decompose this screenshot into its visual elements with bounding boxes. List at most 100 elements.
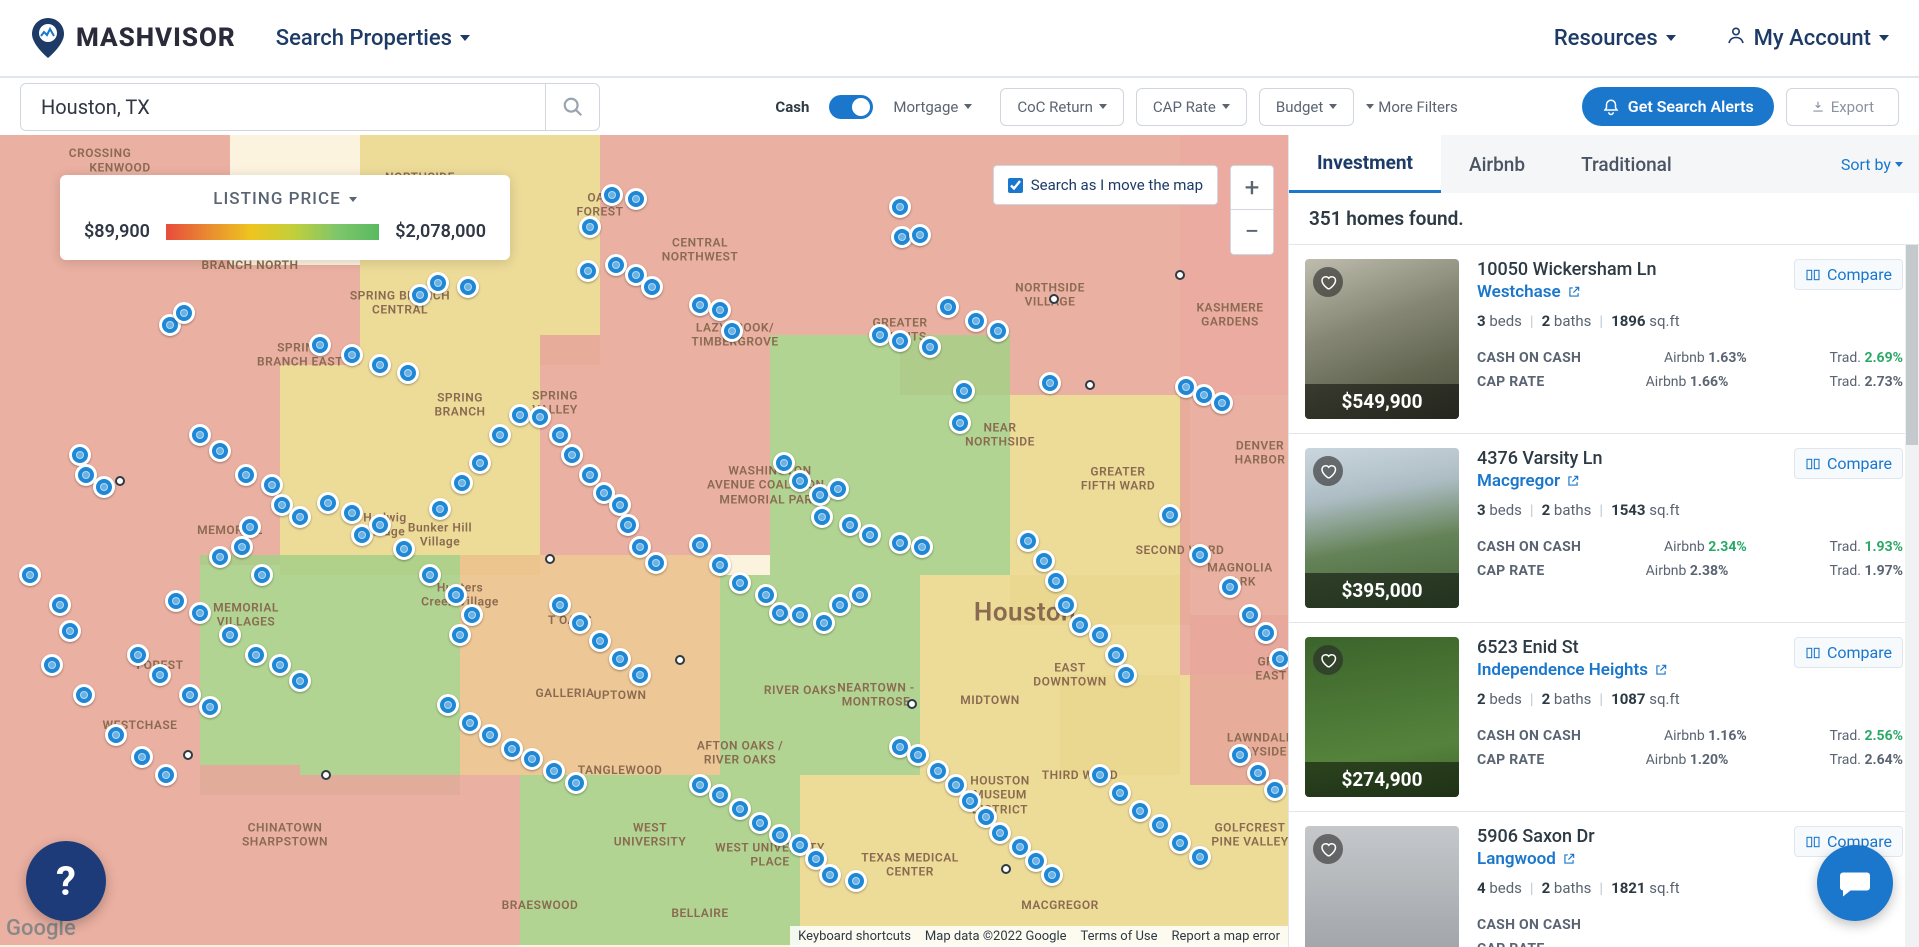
property-pin[interactable] bbox=[579, 216, 601, 238]
property-pin[interactable] bbox=[641, 276, 663, 298]
property-pin[interactable] bbox=[1169, 832, 1191, 854]
property-pin[interactable] bbox=[889, 196, 911, 218]
property-pin[interactable] bbox=[549, 594, 571, 616]
property-pin[interactable] bbox=[845, 870, 867, 892]
property-pin[interactable] bbox=[689, 774, 711, 796]
property-pin[interactable] bbox=[689, 294, 711, 316]
favorite-button[interactable] bbox=[1313, 456, 1343, 486]
sort-dropdown[interactable]: Sort by bbox=[1841, 155, 1903, 174]
property-pin[interactable] bbox=[289, 506, 311, 528]
property-pin[interactable] bbox=[1189, 846, 1211, 868]
brand-logo[interactable]: MASHVISOR bbox=[30, 18, 236, 58]
property-pin[interactable] bbox=[105, 724, 127, 746]
property-pin[interactable] bbox=[811, 506, 833, 528]
property-pin[interactable] bbox=[609, 494, 631, 516]
property-pin[interactable] bbox=[469, 452, 491, 474]
property-pin[interactable] bbox=[1041, 864, 1063, 886]
property-pin[interactable] bbox=[813, 612, 835, 634]
property-pin[interactable] bbox=[1189, 544, 1211, 566]
property-pin[interactable] bbox=[1089, 764, 1111, 786]
property-pin[interactable] bbox=[909, 224, 931, 246]
property-pin[interactable] bbox=[965, 310, 987, 332]
property-pin[interactable] bbox=[245, 644, 267, 666]
property-pin[interactable] bbox=[729, 798, 751, 820]
scrollbar[interactable] bbox=[1905, 245, 1919, 947]
get-alerts-button[interactable]: Get Search Alerts bbox=[1582, 87, 1774, 126]
coc-filter[interactable]: CoC Return bbox=[1000, 88, 1124, 126]
property-pin[interactable] bbox=[869, 324, 891, 346]
nav-search-properties[interactable]: Search Properties bbox=[276, 26, 470, 51]
property-pin[interactable] bbox=[1211, 392, 1233, 414]
property-pin[interactable] bbox=[601, 184, 623, 206]
tab-airbnb[interactable]: Airbnb bbox=[1441, 135, 1553, 193]
property-pin[interactable] bbox=[729, 572, 751, 594]
property-pin[interactable] bbox=[1219, 576, 1241, 598]
property-pin[interactable] bbox=[369, 354, 391, 376]
property-pin[interactable] bbox=[509, 404, 531, 426]
property-pin[interactable] bbox=[543, 760, 565, 782]
terms-link[interactable]: Terms of Use bbox=[1081, 929, 1158, 944]
property-pin[interactable] bbox=[155, 764, 177, 786]
property-pin[interactable] bbox=[827, 478, 849, 500]
property-pin[interactable] bbox=[1247, 762, 1269, 784]
property-pin[interactable] bbox=[561, 444, 583, 466]
property-pin[interactable] bbox=[1115, 664, 1137, 686]
property-pin[interactable] bbox=[59, 620, 81, 642]
property-pin[interactable] bbox=[69, 444, 91, 466]
keyboard-shortcuts-link[interactable]: Keyboard shortcuts bbox=[798, 929, 911, 944]
property-pin[interactable] bbox=[457, 276, 479, 298]
help-button[interactable]: ? bbox=[26, 841, 106, 921]
map-canvas[interactable]: CROSSINGKENWOODPLACEBRANCH NORTHBRANCH N… bbox=[0, 135, 1288, 947]
property-pin[interactable] bbox=[437, 694, 459, 716]
export-button[interactable]: Export bbox=[1786, 88, 1899, 126]
property-pin[interactable] bbox=[19, 564, 41, 586]
property-pin[interactable] bbox=[989, 822, 1011, 844]
property-pin[interactable] bbox=[1229, 744, 1251, 766]
property-pin[interactable] bbox=[429, 498, 451, 520]
property-pin[interactable] bbox=[419, 564, 441, 586]
cap-filter[interactable]: CAP Rate bbox=[1136, 88, 1247, 126]
property-pin[interactable] bbox=[179, 684, 201, 706]
listing-thumbnail[interactable] bbox=[1305, 826, 1459, 947]
listing-card[interactable]: $395,000 Compare 4376 Varsity Ln Macgreg… bbox=[1289, 434, 1919, 623]
search-button[interactable] bbox=[545, 84, 599, 130]
property-pin[interactable] bbox=[165, 590, 187, 612]
listing-thumbnail[interactable]: $395,000 bbox=[1305, 448, 1459, 608]
property-pin[interactable] bbox=[501, 738, 523, 760]
property-pin[interactable] bbox=[231, 536, 253, 558]
property-pin[interactable] bbox=[773, 452, 795, 474]
property-pin[interactable] bbox=[689, 534, 711, 556]
property-pin[interactable] bbox=[449, 624, 471, 646]
property-pin[interactable] bbox=[709, 554, 731, 576]
property-pin[interactable] bbox=[393, 538, 415, 560]
property-pin[interactable] bbox=[73, 684, 95, 706]
legend-dropdown[interactable]: LISTING PRICE bbox=[84, 189, 486, 209]
property-pin[interactable] bbox=[577, 260, 599, 282]
finance-toggle[interactable] bbox=[829, 95, 873, 119]
property-pin[interactable] bbox=[769, 824, 791, 846]
search-as-move-checkbox[interactable] bbox=[1008, 178, 1023, 193]
property-pin[interactable] bbox=[529, 406, 551, 428]
property-pin[interactable] bbox=[609, 648, 631, 670]
property-pin[interactable] bbox=[589, 630, 611, 652]
property-pin[interactable] bbox=[451, 472, 473, 494]
property-pin[interactable] bbox=[189, 602, 211, 624]
property-pin[interactable] bbox=[625, 188, 647, 210]
property-pin[interactable] bbox=[907, 744, 929, 766]
property-pin[interactable] bbox=[829, 594, 851, 616]
property-pin[interactable] bbox=[131, 746, 153, 768]
property-pin[interactable] bbox=[521, 748, 543, 770]
listing-thumbnail[interactable]: $549,900 bbox=[1305, 259, 1459, 419]
property-pin[interactable] bbox=[709, 784, 731, 806]
property-pin[interactable] bbox=[427, 272, 449, 294]
property-pin[interactable] bbox=[369, 514, 391, 536]
tab-traditional[interactable]: Traditional bbox=[1553, 135, 1700, 193]
property-pin[interactable] bbox=[617, 514, 639, 536]
compare-button[interactable]: Compare bbox=[1794, 448, 1903, 479]
property-pin[interactable] bbox=[1039, 372, 1061, 394]
property-pin[interactable] bbox=[479, 724, 501, 746]
property-pin[interactable] bbox=[489, 424, 511, 446]
report-error-link[interactable]: Report a map error bbox=[1171, 929, 1280, 944]
property-pin[interactable] bbox=[127, 644, 149, 666]
property-pin[interactable] bbox=[1017, 530, 1039, 552]
